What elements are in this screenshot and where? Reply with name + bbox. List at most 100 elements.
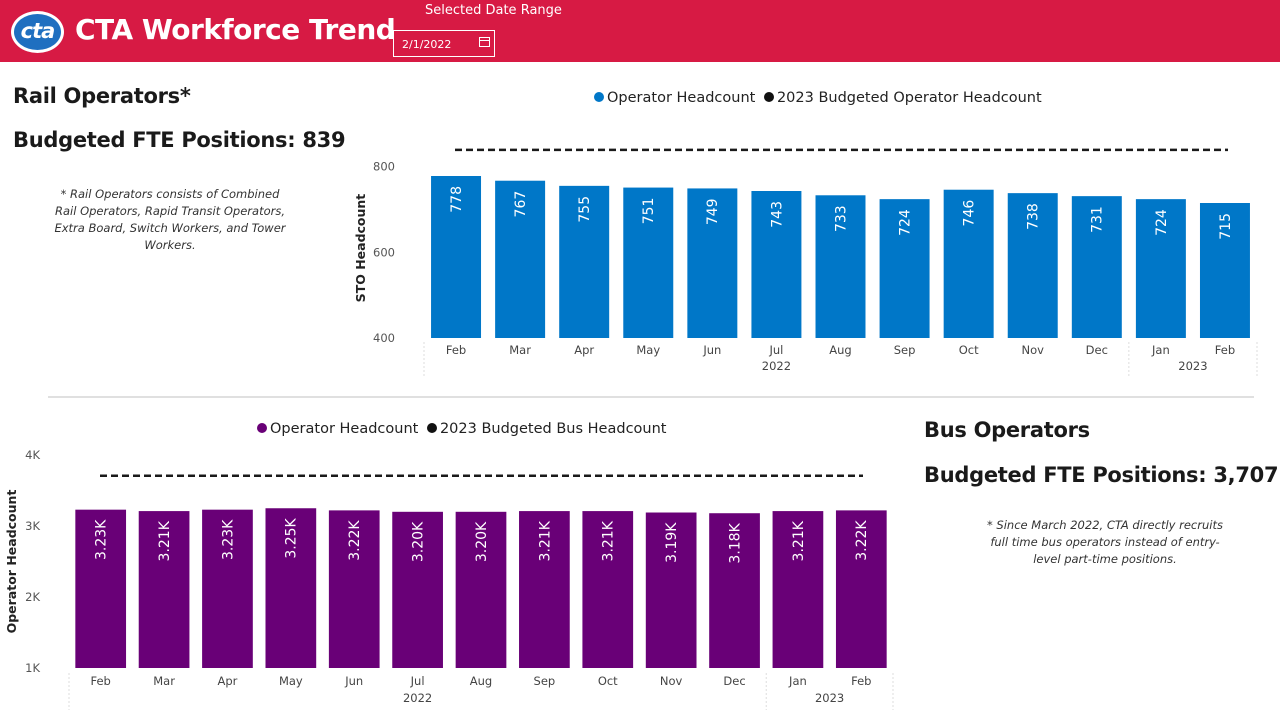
bus-legend-headcount: Operator Headcount [270,421,419,437]
x-tick-label: Oct [959,343,979,357]
y-tick-label: 4K [25,448,40,462]
rail-chart: 400 600 800 STO Headcount 778 Feb 767 Mar 755 Apr… [353,148,1258,378]
x-tick-label: Mar [509,343,531,357]
x-tick-label: Dec [723,674,745,688]
date-value: 2/1/2022 [402,38,452,51]
year-group-label: 2022 [762,359,791,373]
calendar-icon[interactable] [479,37,490,47]
x-tick-label: Jun [344,674,363,688]
bar [202,509,253,668]
rail-legend: Operator Headcount 2023 Budgeted Operato… [594,90,1042,106]
x-tick-label: Sep [894,343,916,357]
bar [455,511,507,668]
bar-data-label: 3.23K [220,519,236,560]
bar-data-label: 3.21K [791,520,807,561]
bar-data-label: 3.18K [727,522,743,563]
legend-dot-icon [257,423,267,433]
x-tick-label: Nov [1022,343,1045,357]
y-tick-label: 400 [373,331,395,345]
x-tick-label: Mar [153,674,175,688]
bar-data-label: 724 [1154,209,1170,236]
x-tick-label: Apr [574,343,594,357]
rail-legend-headcount: Operator Headcount [607,90,756,106]
x-tick-label: Jan [1151,343,1170,357]
x-tick-label: Apr [218,674,238,688]
rail-footnote-line: * Rail Operators consists of Combined [60,187,280,201]
bar-data-label: 724 [897,209,913,236]
bar-data-label: 3.25K [284,517,300,558]
bar-data-label: 3.21K [601,520,617,561]
y-tick-label: 600 [373,245,395,259]
bar-data-label: 733 [833,205,849,232]
legend-dot-icon [594,92,604,102]
bar-data-label: 3.20K [474,521,490,562]
legend-dot-icon [763,92,774,102]
bar-data-label: 3.19K [664,522,680,563]
x-tick-label: Dec [1086,343,1108,357]
y-tick-label: 1K [25,661,40,675]
y-tick-label: 800 [373,160,395,174]
x-tick-label: Aug [829,343,851,357]
year-group-label: 2022 [403,691,432,705]
bar [328,510,380,668]
bar-data-label: 755 [577,196,593,223]
bar-data-label: 767 [513,191,529,218]
x-tick-label: Feb [446,343,466,357]
bar [645,512,697,668]
bar-data-label: 3.22K [347,520,363,561]
rail-footnote: * Rail Operators consists of Combined Ra… [40,186,300,254]
bar-data-label: 751 [641,198,657,225]
bar [835,510,887,668]
bar [431,176,482,338]
section-divider [48,396,1254,398]
x-tick-label: Nov [660,674,683,688]
y-tick-label: 3K [25,519,40,533]
bar [943,189,994,338]
x-tick-label: Jan [788,674,807,688]
legend-dot-icon [426,423,437,433]
bar [582,511,634,668]
bus-footnote-line: * Since March 2022, CTA directly recruit… [987,518,1223,532]
bus-footnote-line: level part-time positions. [1033,552,1177,566]
cta-logo: cta [11,11,64,53]
bar [75,509,127,668]
bar [815,195,866,338]
bar-data-label: 749 [705,198,721,225]
rail-footnote-line: Workers. [144,238,196,252]
bar [879,199,930,338]
bar [687,188,738,338]
bar-data-label: 731 [1090,206,1106,233]
bar [519,511,570,668]
x-tick-label: Feb [91,674,111,688]
rail-footnote-line: Rail Operators, Rapid Transit Operators, [54,204,286,218]
bar-data-label: 3.21K [537,520,553,561]
y-axis-title: Operator Headcount [4,490,19,634]
date-range-input[interactable]: 2/1/2022 [393,30,495,57]
cta-logo-mark: cta [14,14,61,50]
bar-data-label: 778 [449,186,465,213]
bus-footnote: * Since March 2022, CTA directly recruit… [970,517,1240,568]
bar-data-label: 743 [769,201,785,228]
bar [392,511,443,668]
bar-data-label: 3.22K [854,520,870,561]
bar-data-label: 738 [1026,203,1042,230]
bar [495,180,546,338]
bar-data-label: 746 [962,200,978,227]
x-tick-label: Oct [598,674,618,688]
bar-data-label: 3.20K [411,521,427,562]
bar [623,187,674,338]
bar [138,511,190,668]
bus-legend: Operator Headcount 2023 Budgeted Bus Hea… [257,421,666,437]
bar [1071,196,1122,338]
bar [1007,193,1058,338]
x-tick-label: May [279,674,303,688]
bar-data-label: 715 [1218,213,1234,240]
x-tick-label: Feb [1215,343,1235,357]
bar-data-label: 3.21K [157,520,173,561]
x-tick-label: Jun [702,343,721,357]
bar [1135,199,1186,338]
y-tick-label: 2K [25,590,40,604]
rail-footnote-line: Extra Board, Switch Workers, and Tower [54,221,286,235]
rail-legend-budget: 2023 Budgeted Operator Headcount [776,90,1042,106]
